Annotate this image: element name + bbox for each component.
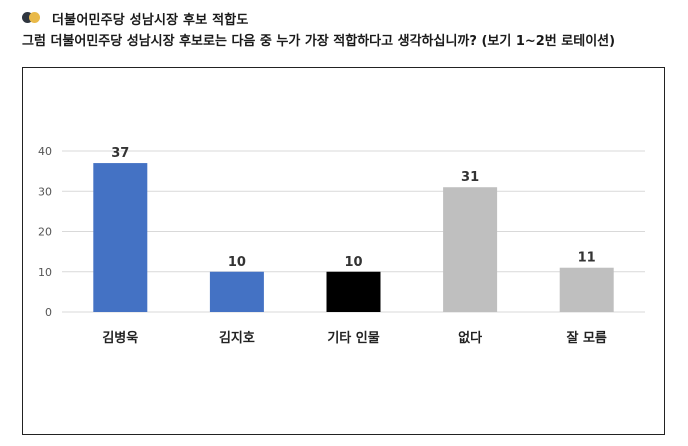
category-label: 기타 인물 [327,330,379,346]
bar [209,271,264,312]
bar [559,267,614,312]
bar [326,271,381,312]
title-row: 더불어민주당 성남시장 후보 적합도 [22,8,672,28]
y-tick-label: 20 [38,226,52,239]
bullet-dots-icon [22,11,44,25]
data-label: 10 [228,255,246,270]
bar [93,163,148,312]
gold-dot [29,12,40,23]
dark-dot [22,12,33,23]
category-label: 김지호 [219,331,255,346]
category-label: 잘 모름 [566,331,606,346]
y-tick-label: 0 [45,306,52,319]
chart-header: 더불어민주당 성남시장 후보 적합도 그럼 더불어민주당 성남시장 후보로는 다… [22,8,672,52]
survey-question: 그럼 더불어민주당 성남시장 후보로는 다음 중 누가 가장 적합하다고 생각하… [22,34,616,49]
y-tick-label: 40 [38,145,52,158]
y-tick-label: 10 [38,266,52,279]
data-label: 10 [344,255,362,270]
category-label: 없다 [458,330,482,346]
chart-title: 더불어민주당 성남시장 후보 적합도 [52,12,249,28]
data-label: 31 [461,170,479,185]
data-label: 37 [111,146,129,161]
data-label: 11 [578,251,596,266]
chart-frame [22,67,665,435]
bar [443,187,498,312]
y-tick-label: 30 [38,185,52,198]
category-label: 김병욱 [102,330,138,346]
